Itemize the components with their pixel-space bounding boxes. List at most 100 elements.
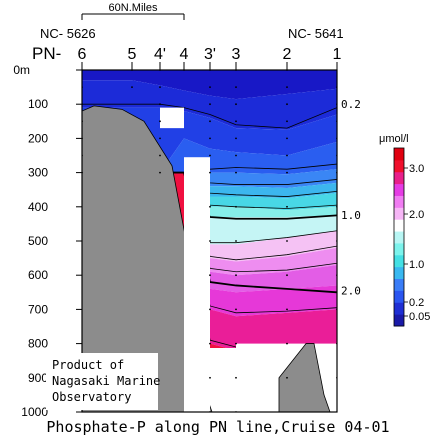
sample-point: [159, 120, 161, 123]
sample-point: [235, 376, 237, 379]
station-label: 2: [283, 46, 292, 63]
colorbar-tick-label: 0.2: [409, 297, 424, 309]
station-label: 3: [232, 46, 241, 63]
colorbar-tick-label: 2.0: [409, 209, 424, 221]
field-band: [82, 80, 337, 130]
colorbar-swatch: [394, 183, 404, 196]
sample-point: [209, 86, 211, 88]
sample-point: [286, 308, 288, 311]
contour-label-bg: [339, 284, 361, 297]
sample-point: [286, 342, 288, 345]
sample-point: [286, 154, 288, 157]
sample-point: [235, 342, 237, 345]
field-band: [82, 172, 337, 211]
colorbar-tick-label: 0.05: [409, 311, 430, 323]
sample-point: [235, 86, 237, 88]
sample-point: [159, 154, 161, 157]
sample-point: [159, 171, 161, 174]
station-label: 3': [204, 46, 216, 63]
scale-label: 60N.Miles: [109, 2, 158, 14]
colorbar-swatch: [394, 219, 404, 232]
colorbar-swatch: [394, 314, 404, 327]
y-tick-label: 0m: [13, 63, 30, 77]
sample-point: [286, 86, 288, 88]
y-tick-label: 400: [28, 200, 48, 214]
sample-point: [286, 376, 288, 379]
y-tick-label: 200: [28, 131, 48, 145]
sample-point: [209, 120, 211, 123]
field-band: [82, 138, 337, 175]
credit-box: Product of Nagasaki Marine Observatory: [46, 353, 160, 410]
y-tick-label: 100: [28, 97, 48, 111]
sample-point: [286, 171, 288, 174]
colorbar-swatch: [394, 159, 404, 173]
credit-line-2: Nagasaki Marine: [52, 374, 160, 388]
sample-point: [209, 103, 211, 106]
station-prefix: PN-: [32, 44, 61, 63]
sample-point: [235, 120, 237, 123]
sample-point: [159, 86, 161, 88]
field-band: [82, 172, 337, 276]
colorbar-swatch: [394, 290, 404, 303]
contour-label: 0.2: [341, 98, 361, 111]
station-label: 1: [333, 46, 342, 63]
colorbar-swatch: [394, 266, 404, 280]
colorbar-swatch: [394, 278, 404, 291]
station-labels: 6 5 4' 4 3' 3 2 1: [78, 46, 342, 63]
right-station-id: NC- 5641: [288, 26, 344, 41]
colorbar-swatch: [394, 207, 404, 220]
sample-point: [209, 308, 211, 311]
contour-labels: 0.2 1.0 2.0: [339, 97, 361, 297]
y-tick-label: 1000: [21, 405, 48, 419]
y-tick-label: 800: [28, 337, 48, 351]
sample-point: [235, 205, 237, 208]
sample-point: [235, 274, 237, 277]
unit-label: μmol/l: [379, 133, 409, 145]
field-band: [82, 172, 337, 245]
station-label: 4: [180, 46, 189, 63]
sample-point: [235, 154, 237, 157]
colorbar-frame: [393, 147, 405, 327]
colorbar-swatch: [394, 148, 404, 161]
station-label: 4': [154, 46, 166, 63]
colorbar-swatch: [394, 195, 404, 208]
nodata-region: [160, 107, 184, 129]
sample-point: [235, 308, 237, 311]
colorbar: 3.0 2.0 1.0 0.2 0.05: [393, 147, 430, 327]
field-band: [82, 70, 337, 100]
sample-point: [131, 86, 133, 88]
y-tick-label: 700: [28, 302, 48, 316]
sample-point: [209, 137, 211, 140]
sample-point: [286, 240, 288, 242]
colorbar-tick-label: 3.0: [409, 163, 424, 175]
colorbar-swatch: [394, 302, 404, 315]
sample-point: [286, 274, 288, 277]
sample-point: [286, 137, 288, 140]
sample-point: [235, 103, 237, 106]
sample-point: [159, 137, 161, 140]
y-tick-label: 600: [28, 268, 48, 282]
sample-point: [209, 205, 211, 208]
credit-line-1: Product of: [52, 358, 124, 372]
contour-label: 2.0: [341, 284, 361, 297]
sample-point: [209, 376, 211, 379]
sample-point: [235, 240, 237, 242]
sample-point: [235, 171, 237, 174]
field-band: [82, 172, 337, 293]
y-tick-label: 900: [28, 371, 48, 385]
sample-point: [286, 120, 288, 123]
contour-line: [82, 103, 337, 129]
sample-point: [159, 103, 161, 106]
sample-point: [209, 171, 211, 174]
sample-point: [235, 137, 237, 140]
y-axis: 0m 100 200 300 400 500 600 700 800 900 1000: [13, 63, 82, 419]
contour-label: 1.0: [341, 209, 361, 222]
colorbar-tick-label: 1.0: [409, 259, 424, 271]
colorbar-swatch: [394, 171, 404, 185]
contour-label-bg: [339, 97, 361, 110]
contour-label-bg: [339, 209, 361, 222]
seafloor-right: [278, 343, 331, 412]
sample-point: [286, 205, 288, 208]
nodata-region: [184, 157, 210, 412]
